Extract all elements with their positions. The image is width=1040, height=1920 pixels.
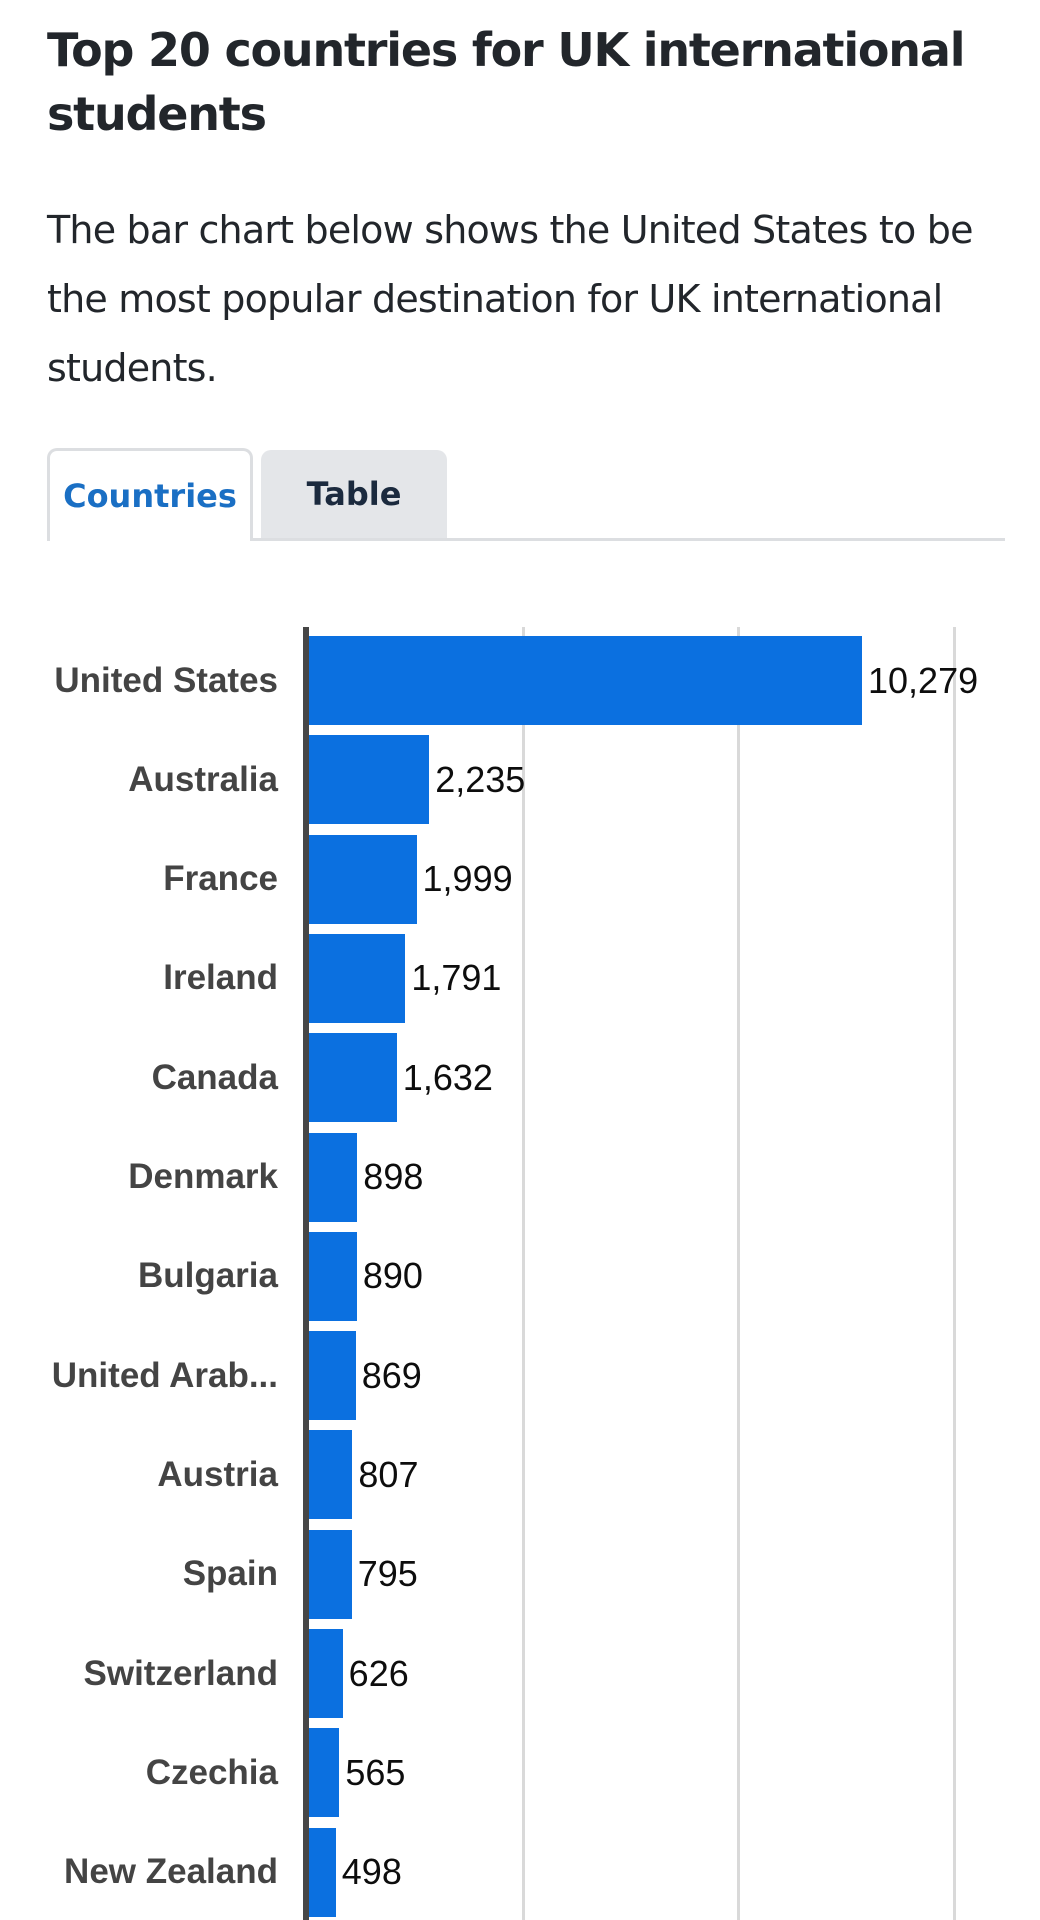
- bar-value-label: 807: [358, 1453, 419, 1495]
- bar[interactable]: [309, 834, 417, 924]
- bar[interactable]: [309, 1132, 358, 1222]
- bar-value-label: 795: [357, 1553, 418, 1595]
- bar[interactable]: [309, 1827, 336, 1917]
- bar-value-label: 626: [348, 1652, 409, 1694]
- chart-description: The bar chart below shows the United Sta…: [47, 208, 973, 390]
- category-label: Spain: [182, 1554, 278, 1594]
- category-label: United Arab...: [51, 1355, 278, 1395]
- bar[interactable]: [309, 1629, 343, 1718]
- gridline-12000: [952, 627, 956, 1920]
- bar-row: Ireland 1,791: [0, 933, 1040, 1023]
- bar-row: Switzerland 626: [0, 1629, 1040, 1718]
- bar-row: Bulgaria 890: [0, 1231, 1040, 1321]
- bar-chart: United States 10,279 Australia 2,235 France 1…: [0, 600, 1040, 1920]
- bar[interactable]: [309, 933, 406, 1023]
- gridline-4000: [522, 627, 526, 1920]
- bar-row: France 1,999: [0, 834, 1040, 924]
- bar-value-label: 1,632: [402, 1056, 493, 1098]
- bar-row: New Zealand 498: [0, 1827, 1040, 1917]
- tab-bar: Countries Table: [47, 448, 1005, 541]
- bar[interactable]: [309, 735, 430, 825]
- y-axis-line: [303, 627, 309, 1920]
- bar-value-label: 498: [341, 1851, 402, 1893]
- bar-value-label: 2,235: [435, 758, 526, 800]
- bar-value-label: 10,279: [868, 659, 979, 701]
- gridline-8000: [737, 627, 741, 1920]
- bar-row: United States 10,279: [0, 636, 1040, 725]
- bar-row: United Arab... 869: [0, 1331, 1040, 1421]
- category-label: Bulgaria: [137, 1256, 278, 1296]
- bar-value-label: 898: [363, 1156, 424, 1197]
- category-label: Canada: [151, 1057, 278, 1097]
- page-title: Top 20 countries for UK international st…: [47, 23, 965, 141]
- bar[interactable]: [309, 1430, 353, 1520]
- tab-table[interactable]: Table: [261, 450, 447, 538]
- bar[interactable]: [309, 1728, 340, 1818]
- bar-value-label: 890: [362, 1255, 423, 1297]
- category-label: Czechia: [145, 1752, 278, 1792]
- bar[interactable]: [309, 1033, 397, 1123]
- bar[interactable]: [309, 1231, 357, 1321]
- category-label: Switzerland: [83, 1653, 278, 1693]
- bar-row: Denmark 898: [0, 1132, 1040, 1222]
- category-label: Australia: [128, 759, 278, 799]
- bar-row: Czechia 565: [0, 1728, 1040, 1818]
- bar-row: Australia 2,235: [0, 735, 1040, 825]
- bar[interactable]: [309, 636, 862, 725]
- tab-countries[interactable]: Countries: [47, 448, 253, 541]
- category-label: Denmark: [128, 1157, 278, 1196]
- bar-value-label: 869: [361, 1354, 422, 1396]
- bar-row: Austria 807: [0, 1430, 1040, 1520]
- bar-value-label: 1,791: [411, 957, 502, 999]
- category-label: France: [163, 859, 278, 899]
- bar-row: Canada 1,632: [0, 1033, 1040, 1123]
- bar-value-label: 1,999: [422, 858, 513, 900]
- category-label: New Zealand: [64, 1852, 278, 1892]
- bar-row: Spain 795: [0, 1529, 1040, 1619]
- category-label: Austria: [157, 1454, 278, 1494]
- bar[interactable]: [309, 1331, 356, 1421]
- bar[interactable]: [309, 1529, 352, 1619]
- category-label: United States: [54, 660, 278, 700]
- category-label: Ireland: [163, 958, 278, 998]
- bar-value-label: 565: [345, 1751, 406, 1793]
